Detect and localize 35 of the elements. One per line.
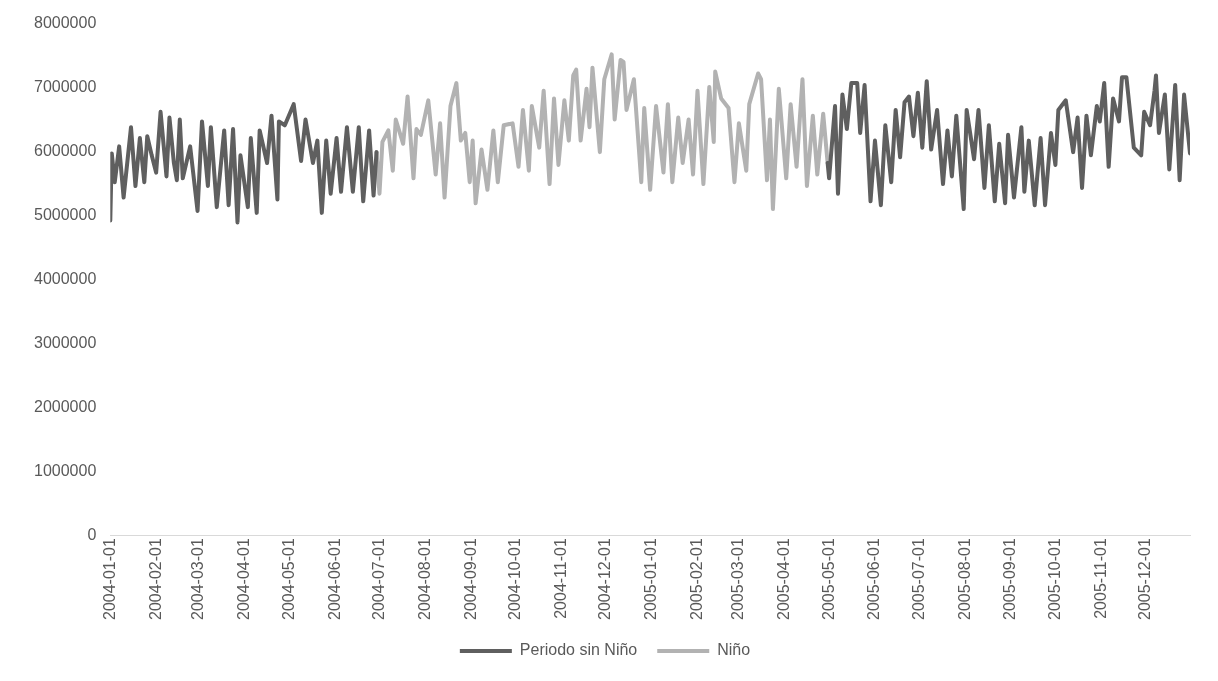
y-tick-label: 7000000: [33, 77, 97, 95]
legend-label: Niño: [717, 641, 751, 659]
x-tick-label: 2004-09-01: [461, 538, 479, 620]
x-tick-label: 2004-12-01: [596, 538, 614, 620]
x-tick-label: 2005-01-01: [642, 538, 660, 620]
x-tick-label: 2004-11-01: [551, 538, 569, 619]
y-tick-label: 2000000: [33, 397, 97, 415]
x-tick-label: 2005-06-01: [865, 538, 883, 620]
x-tick-label: 2004-03-01: [189, 538, 207, 620]
x-tick-label: 2004-05-01: [279, 538, 297, 620]
y-tick-label: 1000000: [33, 461, 97, 479]
y-tick-label: 4000000: [33, 269, 97, 287]
x-tick-label: 2004-02-01: [146, 538, 164, 620]
x-tick-label: 2004-06-01: [325, 538, 343, 620]
x-tick-label: 2005-11-01: [1091, 538, 1109, 619]
x-tick-label: 2005-07-01: [909, 538, 927, 620]
x-tick-label: 2004-10-01: [505, 538, 523, 620]
x-tick-label: 2005-02-01: [687, 538, 705, 620]
x-tick-label: 2005-08-01: [955, 538, 973, 620]
x-tick-label: 2005-04-01: [775, 538, 793, 620]
x-tick-label: 2004-04-01: [235, 538, 253, 620]
y-tick-label: 6000000: [33, 141, 97, 159]
x-tick-label: 2005-10-01: [1045, 538, 1063, 620]
x-tick-label: 2005-12-01: [1136, 538, 1154, 620]
x-tick-label: 2005-05-01: [819, 538, 837, 620]
x-tick-label: 2005-03-01: [729, 538, 747, 620]
y-tick-label: 5000000: [33, 205, 97, 223]
y-tick-label: 3000000: [33, 333, 97, 351]
x-tick-label: 2004-08-01: [415, 538, 433, 620]
x-tick-label: 2004-01-01: [100, 538, 118, 620]
x-tick-label: 2005-09-01: [1001, 538, 1019, 620]
legend-label: Periodo sin Niño: [519, 641, 638, 659]
x-tick-label: 2004-07-01: [369, 538, 387, 620]
y-tick-label: 8000000: [33, 14, 97, 32]
y-tick-label: 0: [87, 525, 97, 543]
